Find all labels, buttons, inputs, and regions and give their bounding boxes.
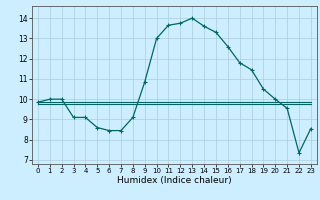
X-axis label: Humidex (Indice chaleur): Humidex (Indice chaleur): [117, 176, 232, 185]
